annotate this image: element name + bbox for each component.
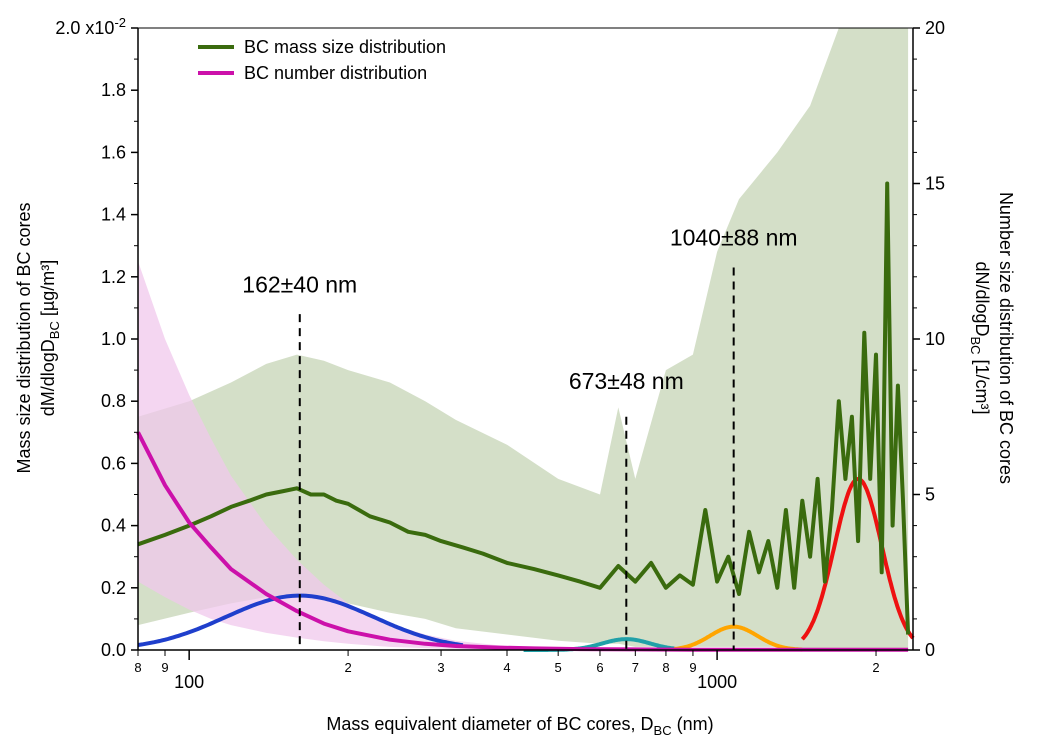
x-minor-tick-label: 9 <box>161 660 168 675</box>
axes: 0.0 0.2 0.4 0.6 0.8 1.0 1.2 1.4 1.6 1.8 2.0 x10-2 0… <box>55 15 945 692</box>
y-left-tick-label: 1.4 <box>101 205 126 225</box>
y-left-tick-label: 0.0 <box>101 640 126 660</box>
annotation-label-1: 162±40 nm <box>242 271 357 297</box>
x-minor-tick-label: 9 <box>689 660 696 675</box>
y-right-tick-label: 20 <box>925 18 945 38</box>
x-minor-tick-label: 6 <box>596 660 603 675</box>
x-minor-tick-label: 4 <box>503 660 510 675</box>
mode-annotations: 162±40 nm 673±48 nm 1040±88 nm <box>242 225 798 650</box>
fit-curve-mode-3 <box>673 624 804 652</box>
x-axis-label: Mass equivalent diameter of BC cores, DB… <box>326 714 713 738</box>
y-left-tick-label: 2.0 x10-2 <box>55 15 126 38</box>
legend-label-mass: BC mass size distribution <box>244 37 446 57</box>
band-mass <box>138 28 909 650</box>
annotation-label-3: 1040±88 nm <box>670 225 798 251</box>
x-minor-tick-label: 8 <box>662 660 669 675</box>
y-left-label-line1: Mass size distribution of BC cores <box>14 202 34 473</box>
x-minor-tick-label: 8 <box>134 660 141 675</box>
y-left-tick-label: 0.6 <box>101 453 126 473</box>
x-minor-tick-label: 3 <box>437 660 444 675</box>
x-major-tick-label: 1000 <box>697 672 737 692</box>
y-right-tick-label: 0 <box>925 640 935 660</box>
y-right-axis-label: Number size distribution of BC cores dN/… <box>968 192 1016 484</box>
y-left-tick-label: 1.0 <box>101 329 126 349</box>
x-minor-tick-label: 2 <box>344 660 351 675</box>
legend: BC mass size distribution BC number dist… <box>198 37 446 83</box>
y-left-label-line2: dM/dlogDBC [µg/m³] <box>38 260 62 416</box>
series-mass-line <box>137 181 911 635</box>
y-right-tick-label: 10 <box>925 329 945 349</box>
x-major-tick-label: 100 <box>174 672 204 692</box>
y-left-tick-label: 0.4 <box>101 516 126 536</box>
y-left-tick-label: 0.2 <box>101 578 126 598</box>
band-number <box>138 261 559 650</box>
y-right-tick-label: 5 <box>925 485 935 505</box>
y-right-label-line1: Number size distribution of BC cores <box>996 192 1016 484</box>
uncertainty-bands <box>138 28 909 650</box>
fit-curve-mode-4 <box>800 477 915 641</box>
x-minor-tick-label: 2 <box>872 660 879 675</box>
y-right-tick-label: 15 <box>925 174 945 194</box>
x-minor-tick-label: 7 <box>632 660 639 675</box>
y-left-tick-label: 1.2 <box>101 267 126 287</box>
legend-label-number: BC number distribution <box>244 63 427 83</box>
y-left-axis-label: Mass size distribution of BC cores dM/dl… <box>14 202 62 473</box>
y-left-tick-label: 1.8 <box>101 80 126 100</box>
y-left-tick-label: 0.8 <box>101 391 126 411</box>
annotation-label-2: 673±48 nm <box>569 368 684 394</box>
y-right-label-line2: dN/dlogDBC [1/cm³] <box>968 261 992 414</box>
y-left-tick-label: 1.6 <box>101 142 126 162</box>
x-minor-tick-label: 5 <box>555 660 562 675</box>
